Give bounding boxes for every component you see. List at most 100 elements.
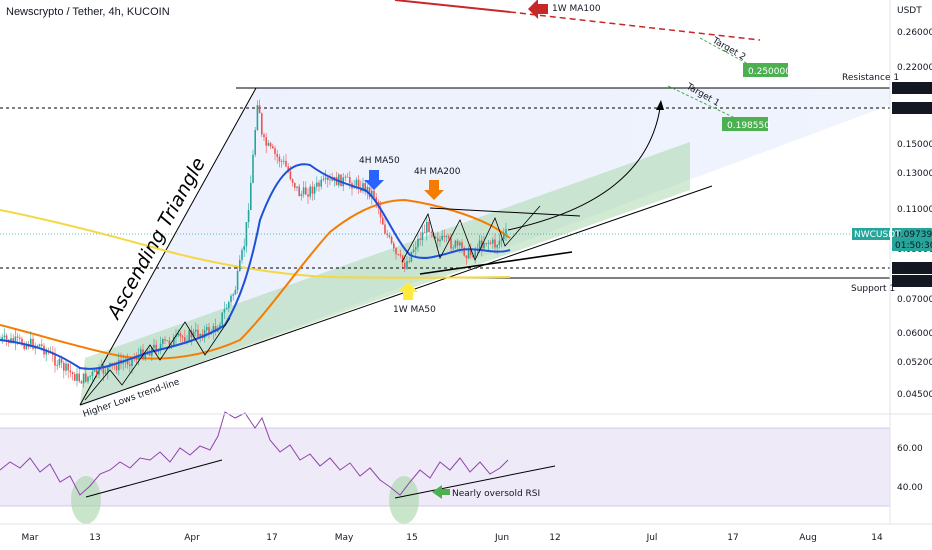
candle-body: [199, 333, 201, 337]
candle-body: [496, 245, 498, 248]
target2-annotation: Target 2: [710, 35, 747, 62]
candle-body: [368, 186, 371, 197]
ma200-arrow: [424, 180, 444, 200]
price-tag: [892, 239, 932, 251]
candle-body: [382, 217, 384, 225]
candle-body: [208, 327, 210, 335]
candle-body: [85, 373, 87, 382]
candle-body: [100, 365, 102, 368]
ma100w-line: [394, 0, 511, 13]
time-tick: 15: [406, 533, 417, 543]
candle-body: [280, 161, 283, 162]
candle-body: [437, 238, 439, 242]
candle-body: [417, 238, 419, 248]
candle-body: [318, 182, 320, 187]
rsi-trendline-2: [394, 465, 556, 499]
candle-body: [212, 326, 215, 333]
candle-body: [355, 179, 358, 186]
candle-body: [91, 371, 94, 376]
ma50w-line: [0, 209, 511, 279]
candle-body: [122, 362, 124, 364]
target2-value: 0.250000: [748, 67, 791, 77]
candle-body: [67, 363, 69, 371]
candle-body: [16, 336, 19, 338]
candle-body: [428, 221, 430, 233]
ma50-line: [0, 163, 511, 370]
candle-body: [56, 365, 58, 366]
candle-body: [269, 143, 272, 147]
candle-body: [338, 174, 340, 186]
candle-body: [265, 137, 267, 146]
candle-body: [82, 373, 85, 384]
candle-body: [69, 370, 72, 373]
rising-channel: [80, 142, 690, 405]
candle-body: [184, 337, 186, 342]
projection-arrowhead: [656, 100, 664, 110]
candle-body: [346, 176, 349, 178]
candle-body: [60, 358, 63, 363]
candle-body: [252, 154, 254, 183]
candle-body: [313, 186, 316, 194]
pattern-bottom-line: [419, 251, 573, 275]
candle-body: [481, 240, 483, 249]
candle-body: [144, 354, 146, 360]
candle-body: [362, 183, 364, 192]
candle-body: [320, 179, 322, 187]
candle-body: [322, 179, 325, 181]
candle-body: [452, 247, 454, 249]
higher-lows-trendline: [79, 185, 713, 406]
time-tick: Jul: [646, 533, 658, 543]
ma50-arrow: [364, 170, 384, 190]
candle-body: [232, 294, 234, 296]
price-tag: [892, 262, 932, 274]
time-tick: May: [335, 533, 354, 543]
candle-body: [245, 222, 248, 247]
candle-body: [489, 242, 492, 244]
price-tag: [892, 102, 932, 114]
candle-body: [406, 261, 408, 269]
candle-body: [371, 190, 373, 197]
rsi-arrow: [432, 485, 450, 499]
candle-body: [188, 330, 190, 342]
rsi-tick: 40.00: [897, 483, 923, 493]
candle-body: [195, 329, 197, 332]
candle-body: [366, 186, 369, 193]
time-tick: Apr: [184, 533, 200, 543]
time-tick: 17: [727, 533, 738, 543]
candle-body: [448, 236, 450, 239]
candle-body: [494, 239, 496, 248]
time-tick: Mar: [22, 533, 39, 543]
candle-body: [159, 343, 162, 350]
candle-body: [74, 374, 76, 381]
time-axis[interactable]: Mar 13 Apr 17 May 15 Jun 12 Jul 17 Aug 14: [22, 533, 883, 543]
candle-body: [239, 260, 241, 272]
candle-body: [461, 242, 463, 248]
candle-body: [89, 375, 91, 377]
candle-body: [137, 355, 140, 360]
price-tag-text: 0.198550: [895, 84, 932, 94]
candle-body: [140, 349, 142, 356]
candle-body: [410, 251, 413, 262]
candle-body: [155, 344, 157, 352]
candle-body: [390, 236, 393, 244]
candle-body: [78, 373, 80, 382]
candle-body: [463, 247, 465, 256]
ma200-line: [0, 198, 511, 360]
candle-body: [65, 363, 67, 371]
candle-body: [397, 254, 399, 255]
candle-body: [364, 183, 366, 193]
candle-body: [32, 338, 34, 349]
candle-body: [133, 358, 135, 360]
candle-body: [375, 197, 377, 202]
candle-body: [384, 224, 386, 234]
candle-body: [214, 326, 217, 332]
candle-body: [230, 295, 232, 302]
